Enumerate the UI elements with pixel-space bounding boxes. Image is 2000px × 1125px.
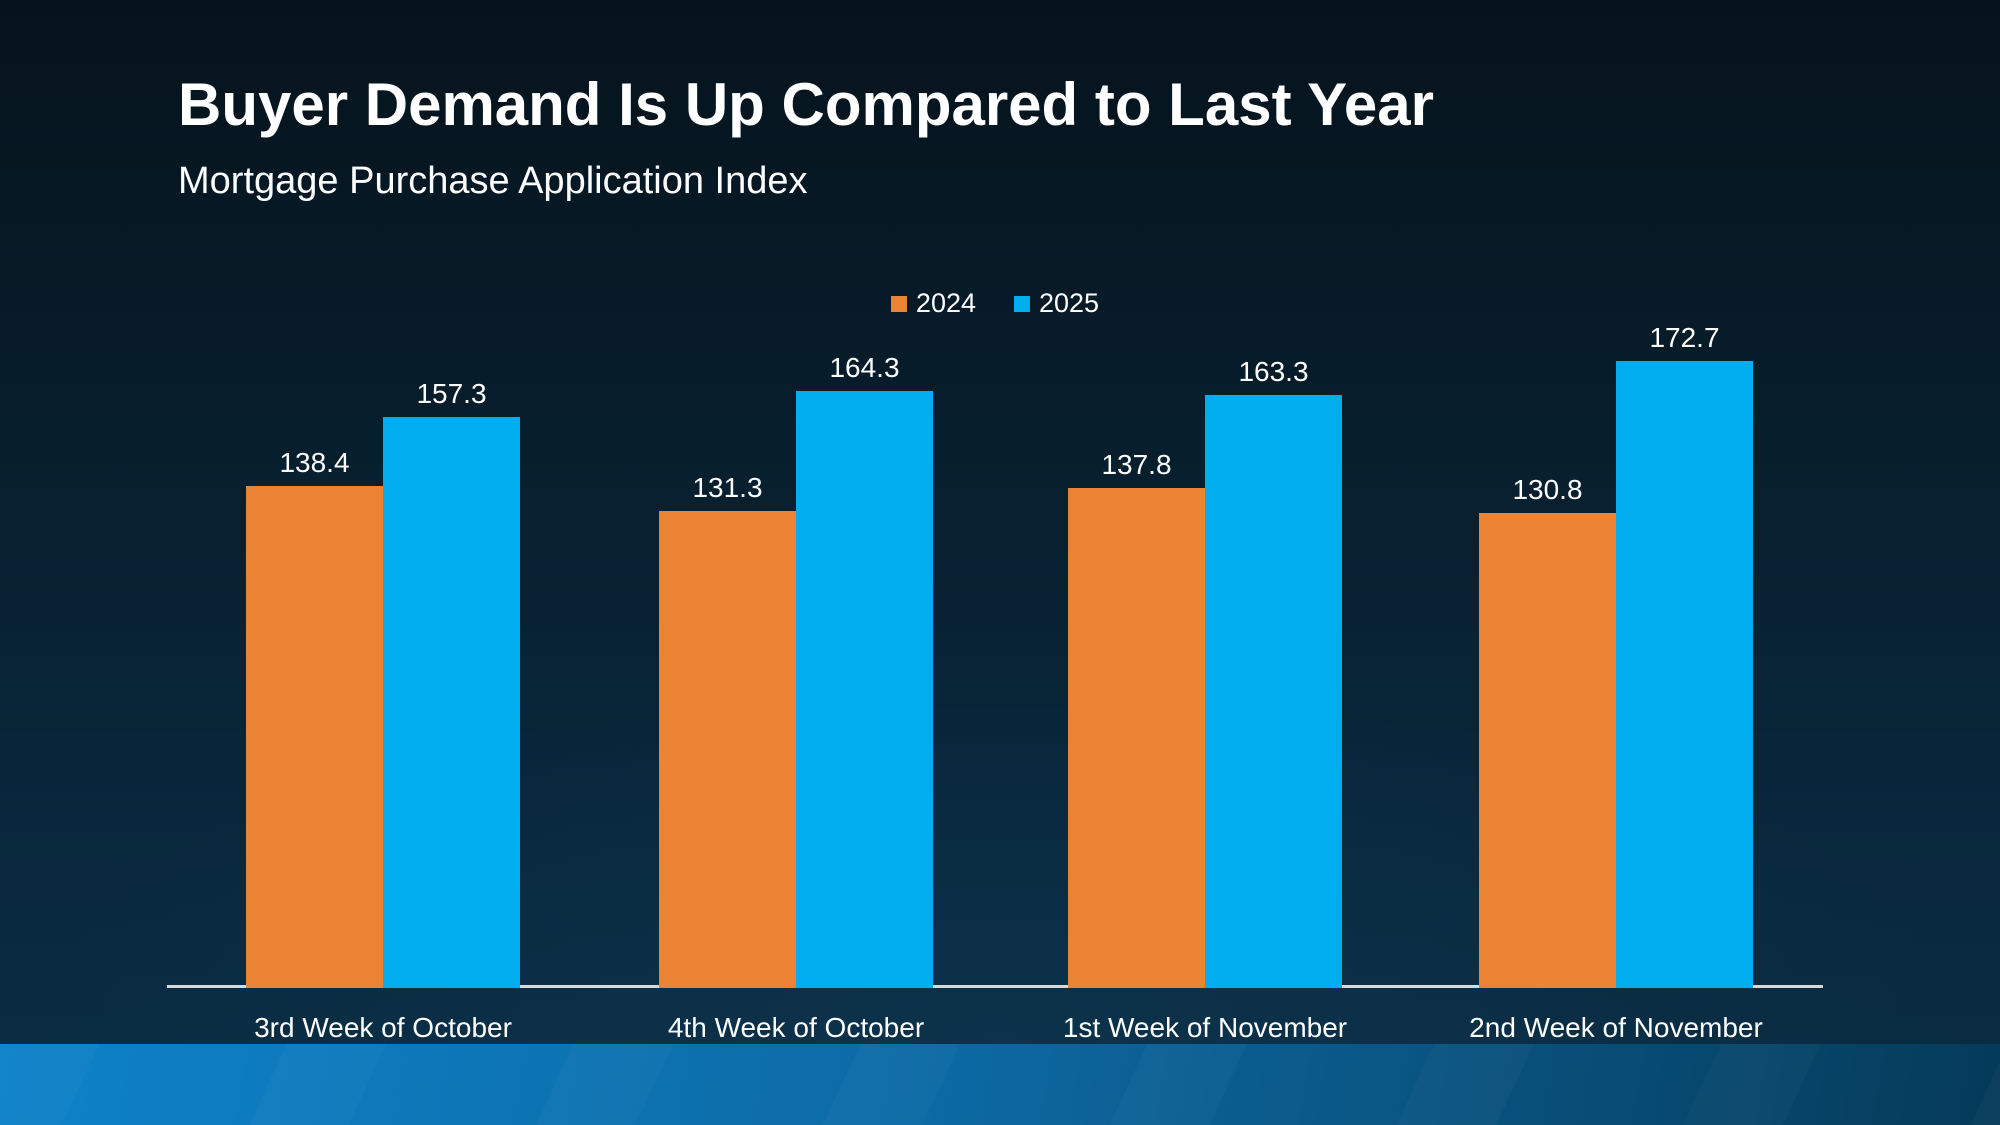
bar-2024-1 [246,486,383,988]
value-label-2024-2: 131.3 [692,472,763,503]
category-label-3: 1st Week of November [1062,1012,1348,1043]
bar-2024-2 [659,511,796,988]
value-label-2024-4: 130.8 [1512,474,1583,505]
legend-item-2024: 2024 [890,288,976,319]
chart-legend: 2024 2025 [167,288,1823,319]
legend-label: 2024 [915,288,976,318]
legend-label: 2025 [1039,288,1100,318]
category-label-4: 2nd Week of November [1469,1012,1763,1043]
category-label-1: 3rd Week of October [254,1012,512,1043]
value-label-2025-3: 163.3 [1238,356,1309,387]
bar-2024-4 [1479,513,1616,988]
value-label-2025-1: 157.3 [416,378,487,409]
bar-2025-4 [1616,361,1753,988]
value-label-2024-3: 137.8 [1101,449,1172,480]
value-label-2025-4: 172.7 [1649,322,1720,353]
x-axis-line [167,985,1823,988]
legend-swatch-icon [890,295,907,312]
bar-2025-3 [1205,395,1342,988]
value-label-2025-2: 164.3 [829,352,900,383]
bar-2025-2 [796,391,933,988]
chart-title: Buyer Demand Is Up Compared to Last Year [178,71,1434,138]
legend-swatch-icon [1014,295,1030,312]
value-label-2024-1: 138.4 [279,447,350,478]
footer-band: Source: MBA [0,1044,2000,1125]
category-label-2: 4th Week of October [667,1012,925,1043]
chart-subtitle: Mortgage Purchase Application Index [178,160,808,202]
bar-2025-1 [383,417,520,988]
legend-item-2025: 2025 [1014,288,1099,319]
bar-2024-3 [1068,488,1205,988]
